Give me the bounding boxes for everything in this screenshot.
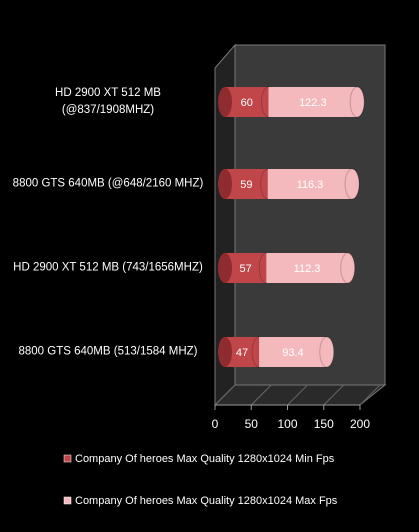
bar-segment: [266, 253, 348, 283]
bar-start: [218, 87, 232, 117]
legend-label: Company Of heroes Max Quality 1280x1024 …: [75, 495, 338, 507]
x-tick-label: 0: [212, 417, 219, 431]
legend-marker: [63, 496, 72, 505]
bar-cap: [344, 168, 360, 200]
data-label: 60: [241, 97, 253, 109]
floor-line: [250, 384, 272, 406]
y-tick-label: 8800 GTS 640MB (513/1584 MHZ): [18, 345, 198, 358]
x-tick-label: 50: [245, 417, 259, 431]
x-tick-label: 100: [277, 417, 297, 431]
bar-start: [218, 253, 232, 283]
floor-line: [214, 384, 236, 406]
data-label: 47: [236, 347, 248, 359]
bar-start: [218, 337, 232, 367]
bar-segment: [225, 169, 268, 199]
y-tick-label: 8800 GTS 640MB (@648/2160 MHZ): [12, 177, 204, 190]
bar-cap: [340, 252, 356, 284]
legend-marker: [63, 454, 72, 463]
legend-label: Company Of heroes Max Quality 1280x1024 …: [75, 453, 335, 465]
y-tick-label: HD 2900 XT 512 MB (@837/1908MHZ): [55, 87, 161, 116]
bar-cap: [319, 336, 335, 368]
floor-line: [323, 384, 345, 406]
floor-line: [359, 384, 381, 406]
bar-start: [218, 169, 232, 199]
x-tick-label: 200: [350, 417, 370, 431]
y-tick-label: HD 2900 XT 512 MB (743/1656MHZ): [13, 261, 203, 274]
bar-segment: [225, 87, 269, 117]
bar-cap: [349, 86, 365, 118]
bar-segment: [268, 87, 358, 117]
floor: [213, 384, 387, 406]
data-label: 116.3: [297, 179, 324, 191]
data-label: 122.3: [299, 97, 327, 109]
bar-segment: [267, 169, 353, 199]
data-label: 57: [240, 263, 252, 275]
x-tick-label: 150: [314, 417, 334, 431]
data-label: 112.3: [294, 263, 321, 275]
data-label: 59: [240, 179, 252, 191]
floor-line: [287, 384, 308, 406]
bar-segment: [259, 337, 327, 367]
data-label: 93.4: [282, 347, 303, 359]
